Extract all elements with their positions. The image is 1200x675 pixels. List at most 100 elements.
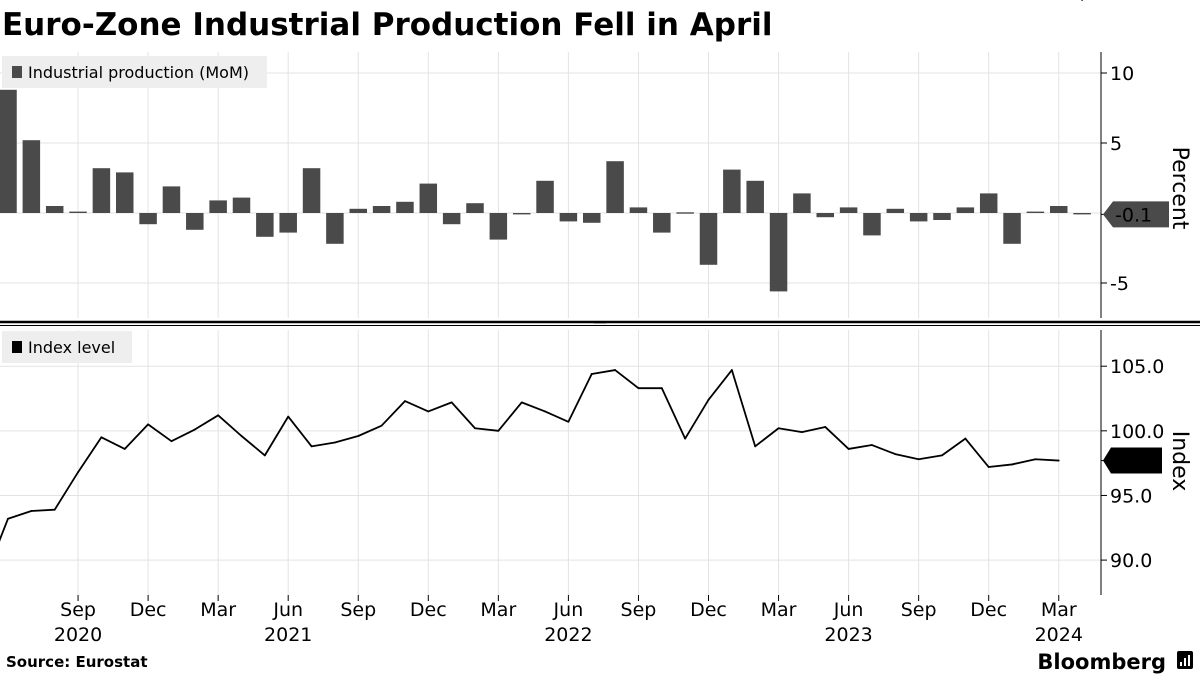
x-tick-label: Jun — [553, 599, 584, 621]
index-point — [77, 471, 79, 474]
bar — [209, 200, 227, 213]
index-point — [941, 454, 943, 457]
bar — [1026, 211, 1045, 213]
x-axis: Sep Dec Mar Jun Sep Dec Mar Jun Sep Dec Mar Jun Sep D… — [54, 595, 1083, 646]
index-point — [754, 445, 757, 448]
bar — [92, 168, 111, 213]
index-point — [380, 424, 383, 427]
bar — [466, 203, 484, 213]
index-point — [100, 436, 103, 439]
x-year-label: 2023 — [824, 624, 872, 646]
x-tick-label: Sep — [340, 599, 376, 621]
index-point — [310, 445, 313, 448]
bottom-legend-box — [2, 331, 132, 363]
index-point — [263, 454, 266, 457]
bottom-legend-label: Index level — [28, 338, 115, 357]
bar — [629, 207, 648, 213]
bar — [816, 213, 834, 218]
index-point — [450, 401, 453, 404]
bar — [139, 213, 157, 225]
source-note: Source: Eurostat — [6, 653, 148, 671]
bar — [0, 89, 17, 213]
index-point — [147, 423, 150, 426]
bar — [232, 197, 251, 213]
index-point — [1011, 463, 1013, 466]
index-point — [1034, 458, 1037, 461]
index-point — [474, 427, 476, 430]
index-point — [497, 429, 500, 432]
x-tick-label: Dec — [690, 599, 727, 621]
bar — [653, 213, 671, 233]
index-line-chart: 105.0 100.0 95.0 90.0 Index level Index 97.… — [0, 0, 1192, 595]
index-point — [894, 453, 897, 455]
bar — [372, 206, 391, 213]
index-point — [707, 398, 710, 401]
bottom-legend: Index level — [2, 331, 132, 363]
bottom-y-tick-label: 100.0 — [1110, 421, 1164, 443]
bar — [302, 168, 321, 213]
index-point — [917, 458, 920, 461]
bar — [279, 213, 297, 233]
bar — [162, 186, 181, 213]
bar — [583, 213, 601, 223]
index-point — [404, 400, 406, 402]
index-point — [123, 448, 126, 450]
x-tick-label: Dec — [130, 599, 167, 621]
bottom-gridlines — [0, 330, 1101, 595]
bar — [536, 180, 554, 213]
bar — [933, 213, 951, 220]
bar — [512, 213, 531, 215]
mom-bars — [0, 89, 1091, 292]
bar — [559, 213, 578, 222]
bar — [22, 140, 41, 213]
x-year-label: 2024 — [1035, 624, 1083, 646]
bar — [746, 180, 764, 213]
index-point — [30, 510, 33, 512]
bar — [909, 213, 928, 222]
bar — [676, 212, 694, 214]
bar — [326, 213, 344, 244]
bottom-y-tick-label: 95.0 — [1110, 485, 1152, 507]
index-point — [824, 426, 827, 428]
bottom-y-axis-title: Index — [1167, 431, 1192, 492]
top-legend-label: Industrial production (MoM) — [28, 63, 249, 82]
index-point — [614, 369, 616, 371]
bar — [979, 193, 998, 213]
x-tick-label: Dec — [970, 599, 1007, 621]
top-y-tick-label: -5 — [1110, 273, 1129, 295]
index-point — [427, 410, 430, 413]
bar — [886, 208, 905, 213]
index-point — [217, 414, 220, 417]
bar — [1003, 213, 1021, 244]
top-legend-box — [2, 56, 267, 88]
bar — [723, 169, 741, 213]
bloomberg-logo: Bloomberg — [1037, 650, 1193, 674]
index-point — [987, 466, 990, 468]
bottom-legend-swatch — [12, 341, 22, 353]
bar — [69, 211, 87, 213]
x-tick-label: Jun — [272, 599, 303, 621]
bar — [699, 213, 718, 265]
bar — [606, 161, 624, 213]
index-point — [53, 508, 56, 511]
index-point — [590, 373, 593, 375]
bar — [839, 207, 858, 213]
bottom-last-value-label: 97.7 — [1103, 447, 1162, 474]
top-y-axis-title: Percent — [1167, 147, 1192, 230]
x-year-label: 2020 — [54, 624, 102, 646]
x-tick-label: Sep — [621, 599, 657, 621]
index-point — [871, 444, 873, 446]
x-tick-label: Sep — [60, 599, 96, 621]
top-legend: Industrial production (MoM) — [2, 56, 267, 88]
bottom-y-tick-label: 105.0 — [1110, 356, 1164, 378]
bar — [349, 208, 367, 213]
panel-divider — [0, 320, 1200, 326]
bar — [45, 206, 64, 213]
bar — [442, 213, 461, 225]
bar — [1073, 213, 1091, 215]
bar — [793, 193, 811, 213]
index-point — [1081, 0, 1083, 1]
index-point — [637, 387, 640, 390]
index-point — [777, 427, 780, 430]
